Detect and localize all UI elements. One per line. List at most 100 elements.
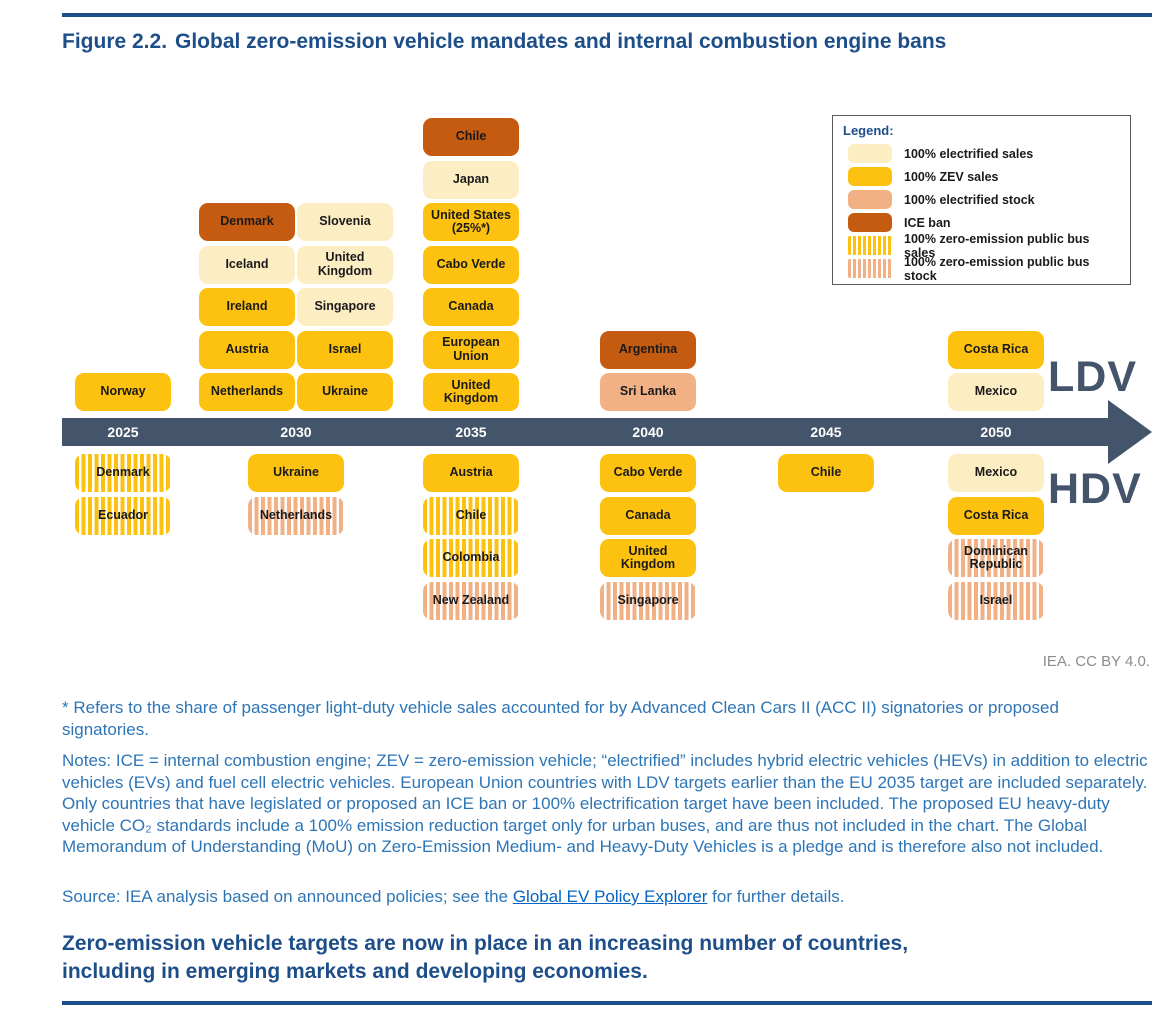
- country-box: Canada: [423, 288, 519, 326]
- legend-item: 100% ZEV sales: [843, 165, 1120, 188]
- legend-item: ICE ban: [843, 211, 1120, 234]
- country-box-label: Canada: [448, 299, 494, 314]
- country-box-label: Colombia: [442, 550, 500, 565]
- legend-items: 100% electrified sales 100% ZEV sales 100%…: [843, 142, 1120, 283]
- country-box: Iceland: [199, 245, 295, 284]
- country-box: European Union: [423, 330, 519, 369]
- country-box: Israel: [948, 581, 1044, 620]
- country-box: Singapore: [297, 288, 393, 326]
- source-link[interactable]: Global EV Policy Explorer: [512, 887, 708, 906]
- legend-item: 100% electrified stock: [843, 188, 1120, 211]
- country-box-label: New Zealand: [432, 592, 510, 607]
- country-box-label: Slovenia: [319, 214, 371, 229]
- country-box-label: Costa Rica: [963, 341, 1029, 356]
- country-box-label: Norway: [100, 384, 146, 399]
- figure-title: Figure 2.2. Global zero-emission vehicle…: [62, 28, 1092, 55]
- source-line: Source: IEA analysis based on announced …: [62, 886, 1148, 908]
- country-box: Canada: [600, 496, 696, 535]
- country-box-label: Argentina: [618, 341, 678, 356]
- country-box: Ukraine: [248, 454, 344, 492]
- notes-text: Notes: ICE = internal combustion engine;…: [62, 751, 1148, 856]
- country-box: Cabo Verde: [600, 454, 696, 492]
- country-box: Mexico: [948, 373, 1044, 411]
- country-box: Sri Lanka: [600, 373, 696, 411]
- figure-label: Figure 2.2.: [62, 30, 168, 53]
- legend-swatch-zev_sales: [848, 167, 892, 186]
- legend-item-label: 100% zero-emission public bus sales: [904, 231, 1090, 260]
- country-box-label: United Kingdom: [620, 543, 676, 571]
- country-box-label: Sri Lanka: [619, 384, 677, 399]
- legend-item: 100% zero-emission public bus sales: [843, 231, 1120, 260]
- country-box: United Kingdom: [600, 539, 696, 577]
- legend-swatch-ice_ban: [848, 213, 892, 232]
- legend-item: 100% electrified sales: [843, 142, 1120, 165]
- country-box: Dominican Republic: [948, 539, 1044, 577]
- country-box-label: United States (25%*): [431, 207, 511, 235]
- country-box-label: Netherlands: [259, 507, 333, 522]
- year-label: 2025: [107, 424, 139, 440]
- bottom-rule: [62, 1001, 1152, 1005]
- country-box: Denmark: [199, 203, 295, 241]
- country-box: Ukraine: [297, 373, 393, 411]
- country-box: Austria: [423, 454, 519, 492]
- legend-item-label: ICE ban: [904, 215, 951, 230]
- legend-item-label: 100% zero-emission public bus stock: [904, 254, 1090, 283]
- top-rule: [62, 13, 1152, 17]
- country-box-label: Chile: [810, 465, 842, 480]
- country-box: Austria: [199, 330, 295, 369]
- country-box-label: Ukraine: [322, 384, 368, 399]
- country-box-label: European Union: [442, 335, 500, 363]
- country-box: Japan: [423, 160, 519, 199]
- country-box: Chile: [778, 454, 874, 492]
- source-suffix: for further details.: [707, 887, 845, 906]
- legend-item-label: 100% electrified sales: [904, 146, 1034, 161]
- legend-swatch-bus_sales: [848, 236, 892, 255]
- country-box: Denmark: [75, 454, 171, 492]
- country-box: New Zealand: [423, 581, 519, 620]
- country-box: Slovenia: [297, 203, 393, 241]
- country-box: Norway: [75, 373, 171, 411]
- country-box: Mexico: [948, 454, 1044, 492]
- country-box-label: Austria: [225, 341, 269, 356]
- country-box-label: Cabo Verde: [613, 465, 683, 480]
- source-prefix: Source: IEA analysis based on announced …: [62, 887, 513, 906]
- country-box-label: Canada: [625, 507, 671, 522]
- country-box: United States (25%*): [423, 203, 519, 241]
- legend-box: Legend: 100% electrified sales 100% ZEV s…: [832, 115, 1131, 285]
- country-box-label: Chile: [455, 507, 487, 522]
- year-label: 2045: [810, 424, 842, 440]
- legend-swatch-electrified_sales: [848, 144, 892, 163]
- year-label: 2035: [455, 424, 487, 440]
- country-box: Cabo Verde: [423, 245, 519, 284]
- country-box: Chile: [423, 118, 519, 156]
- country-box-label: Chile: [455, 129, 487, 144]
- country-box-label: Dominican Republic: [964, 543, 1028, 571]
- country-box: Netherlands: [248, 496, 344, 535]
- country-box: United Kingdom: [423, 373, 519, 411]
- country-box: Netherlands: [199, 373, 295, 411]
- country-box-label: Netherlands: [210, 384, 284, 399]
- country-box-label: Denmark: [96, 465, 150, 480]
- country-box-label: Singapore: [314, 299, 376, 314]
- country-box-label: Israel: [328, 341, 362, 356]
- country-box: Ireland: [199, 288, 295, 326]
- country-box: Argentina: [600, 330, 696, 369]
- country-box: Costa Rica: [948, 496, 1044, 535]
- country-box-label: Ireland: [226, 299, 268, 314]
- country-box: Singapore: [600, 581, 696, 620]
- takeaway-text: Zero-emission vehicle targets are now in…: [62, 930, 1122, 986]
- takeaway-line2: including in emerging markets and develo…: [62, 960, 648, 983]
- country-box-label: Singapore: [617, 592, 679, 607]
- takeaway-line1: Zero-emission vehicle targets are now in…: [62, 932, 909, 955]
- figure-title-text: Global zero-emission vehicle mandates an…: [175, 30, 947, 53]
- country-box-label: Austria: [449, 465, 493, 480]
- country-box-label: Ukraine: [273, 465, 319, 480]
- iea-credit: IEA. CC BY 4.0.: [1042, 653, 1150, 670]
- ldv-segment-label: LDV: [1048, 353, 1137, 401]
- country-box-label: Mexico: [974, 384, 1018, 399]
- country-box: Costa Rica: [948, 330, 1044, 369]
- country-box-label: Ecuador: [97, 507, 148, 522]
- year-label: 2050: [980, 424, 1012, 440]
- legend-item-label: 100% ZEV sales: [904, 169, 999, 184]
- country-box: Chile: [423, 496, 519, 535]
